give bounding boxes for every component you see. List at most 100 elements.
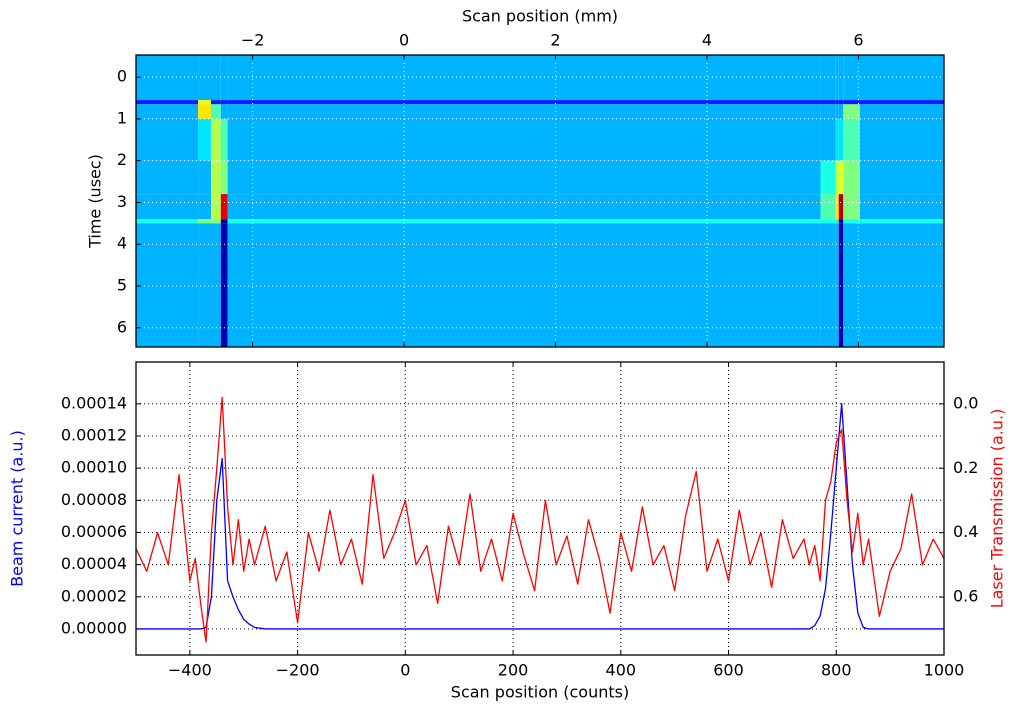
heatmap-cell xyxy=(820,219,836,224)
heatmap-cell xyxy=(859,223,944,347)
heatmap-cell xyxy=(210,223,221,347)
heatmap-cell xyxy=(859,194,944,220)
heatmap-cell xyxy=(220,219,228,224)
heatmap-cell xyxy=(198,118,211,161)
x-tick-label: 0 xyxy=(400,661,410,680)
heatmap-cell xyxy=(227,118,821,161)
x-tick-label: −400 xyxy=(168,661,212,680)
heatmap-cell xyxy=(820,194,836,220)
heatmap-cell xyxy=(820,160,836,195)
x-tick-label: 600 xyxy=(713,661,744,680)
heatmap-cell xyxy=(838,160,844,195)
heatmap-cell xyxy=(859,55,944,101)
data-line xyxy=(135,396,945,643)
y-tick-label: 1 xyxy=(117,108,127,127)
x-tick-label: −2 xyxy=(241,31,265,50)
heatmap-cell xyxy=(210,219,221,224)
heatmap-cell xyxy=(198,194,211,220)
heatmap-cell xyxy=(859,219,944,224)
x-tick-label: 6 xyxy=(853,31,863,50)
heatmap-cell xyxy=(220,194,228,220)
heatmap-cell xyxy=(227,160,821,195)
heatmap-cell xyxy=(835,223,839,347)
y-tick-label: 0 xyxy=(117,67,127,86)
heatmap-cell xyxy=(835,118,839,161)
heatmap-cell xyxy=(859,104,944,119)
heatmap-cell xyxy=(843,219,860,224)
heatmap-cell xyxy=(835,160,839,195)
heatmap-cell xyxy=(136,223,199,347)
heatmap-cell xyxy=(820,223,836,347)
heatmap-cell xyxy=(136,100,199,105)
heatmap-cell xyxy=(198,223,211,347)
y-tick-label: 0.00014 xyxy=(61,393,127,412)
x-axis-title: Scan position (counts) xyxy=(451,683,629,702)
heatmap-cell xyxy=(835,194,839,220)
y-axis-title: Beam current (a.u.) xyxy=(8,430,27,587)
plot-frame xyxy=(135,54,945,348)
x-tick-label: 1000 xyxy=(924,661,965,680)
x-tick-label: 800 xyxy=(821,661,852,680)
heatmap-cell xyxy=(843,194,860,220)
heatmap-cell xyxy=(136,55,199,101)
heatmap-cell xyxy=(820,100,836,105)
heatmap-cell xyxy=(136,160,199,195)
heatmap-cell xyxy=(210,160,221,195)
heatmap-cell xyxy=(835,100,839,105)
y-tick-label: 0.00002 xyxy=(61,586,127,605)
heatmap-cell xyxy=(835,219,839,224)
y-tick-label: 0.00008 xyxy=(61,490,127,509)
heatmap-cell xyxy=(227,100,821,105)
heatmap-cell xyxy=(198,104,211,119)
heatmap-cell xyxy=(220,160,228,195)
heatmap-cell xyxy=(838,194,844,220)
y-tick-label: 0.00010 xyxy=(61,458,127,477)
y-tick-label: 0.00000 xyxy=(61,618,127,637)
y-tick-label: 0.0 xyxy=(953,393,978,412)
y-tick-label: 0.00004 xyxy=(61,554,127,573)
heatmap-cell xyxy=(227,194,821,220)
y-tick-label: 0.2 xyxy=(953,458,978,477)
heatmap-cell xyxy=(859,100,944,105)
heatmap-cell xyxy=(838,100,844,105)
heatmap-cell xyxy=(227,104,821,119)
y-tick-label: 0.00006 xyxy=(61,522,127,541)
heatmap-cell xyxy=(835,104,839,119)
heatmap-cell xyxy=(220,100,228,105)
y-tick-label: 4 xyxy=(117,234,127,253)
y-tick-label: 3 xyxy=(117,192,127,211)
y-tick-label: 6 xyxy=(117,317,127,336)
heatmap-cell xyxy=(820,118,836,161)
heatmap-cell xyxy=(227,223,821,347)
x-tick-label: 2 xyxy=(550,31,560,50)
heatmap-cell xyxy=(210,55,221,101)
x-axis-title: Scan position (mm) xyxy=(462,7,618,26)
data-line xyxy=(136,403,944,630)
heatmap-cell xyxy=(227,219,821,224)
heatmap-cell xyxy=(220,223,228,347)
heatmap-cell xyxy=(220,104,228,119)
heatmap-cell xyxy=(859,118,944,161)
y-tick-label: 0.4 xyxy=(953,522,978,541)
y-tick-label: 0.00012 xyxy=(61,425,127,444)
heatmap-cell xyxy=(198,160,211,195)
heatmap-cell xyxy=(843,223,860,347)
heatmap-cell xyxy=(835,55,839,101)
heatmap-cell xyxy=(136,219,199,224)
x-tick-label: 200 xyxy=(498,661,529,680)
heatmap-cell xyxy=(210,100,221,105)
heatmap-cell xyxy=(843,55,860,101)
heatmap-cell xyxy=(136,104,199,119)
x-tick-label: 4 xyxy=(702,31,712,50)
heatmap-cell xyxy=(136,118,199,161)
plot-frame xyxy=(135,361,945,656)
x-tick-label: 400 xyxy=(606,661,637,680)
heatmap-cell xyxy=(198,100,211,105)
heatmap-cell xyxy=(838,219,844,224)
heatmap-cell xyxy=(843,104,860,119)
heatmap-cell xyxy=(838,55,844,101)
y-axis-title: Time (usec) xyxy=(86,154,105,249)
heatmap-cell xyxy=(843,118,860,161)
heatmap-cell xyxy=(859,160,944,195)
